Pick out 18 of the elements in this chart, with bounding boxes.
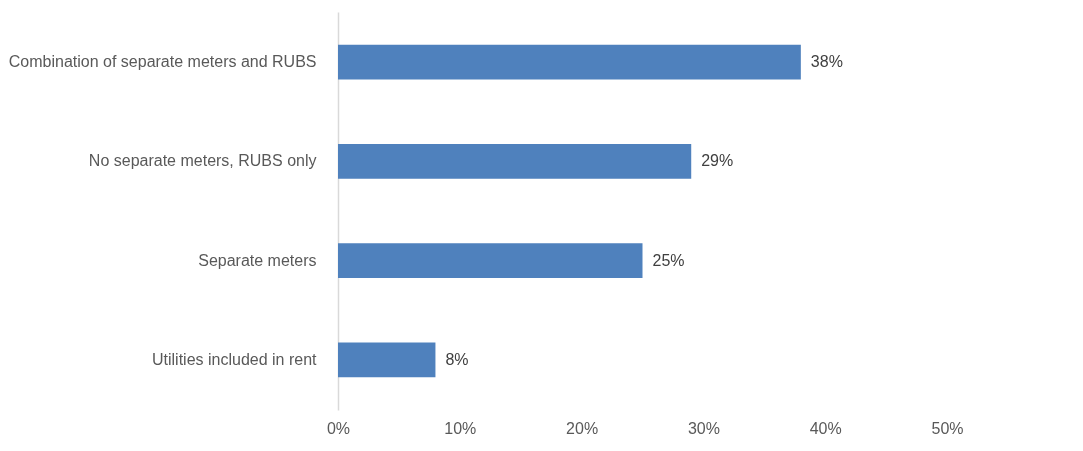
x-tick-label: 10% <box>444 419 477 437</box>
x-tick-label: 50% <box>931 419 964 437</box>
x-tick-label: 20% <box>566 419 599 437</box>
x-tick-label: 0% <box>326 419 351 437</box>
bar <box>338 144 692 179</box>
data-label: 38% <box>810 53 843 71</box>
data-label: 25% <box>652 251 685 269</box>
bar <box>338 342 436 378</box>
y-tick-label: Combination of separate meters and RUBS <box>8 53 317 71</box>
x-tick-label: 30% <box>687 419 720 437</box>
y-tick-label: No separate meters, RUBS only <box>88 152 317 170</box>
data-label: 29% <box>701 152 734 170</box>
data-label: 8% <box>445 350 469 368</box>
x-tick-label: 40% <box>809 419 842 437</box>
bar <box>338 44 801 80</box>
y-tick-label: Utilities included in rent <box>151 350 318 368</box>
bar <box>338 243 643 278</box>
y-tick-label: Separate meters <box>198 251 317 269</box>
